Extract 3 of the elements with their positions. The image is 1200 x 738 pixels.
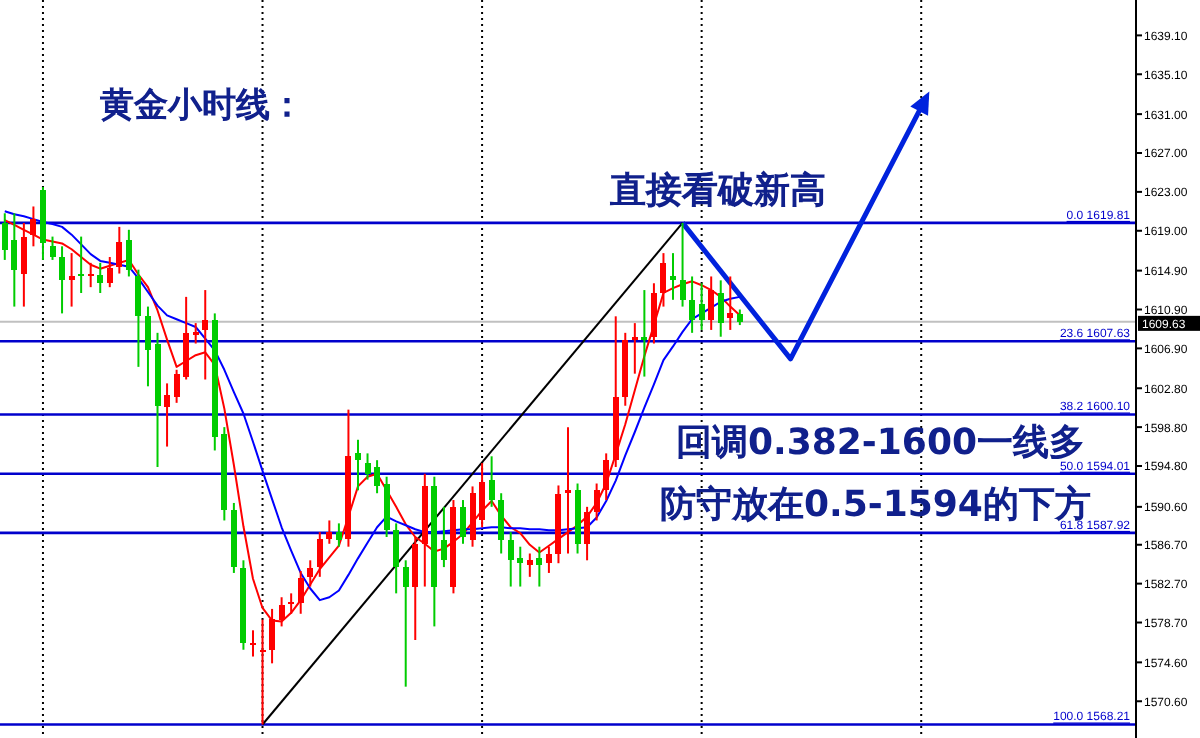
annotation: 回调0.382-1600一线多 [676,422,1086,464]
text: 黄金小时线： [98,86,304,126]
annotation: 直接看破新高 [608,170,826,212]
